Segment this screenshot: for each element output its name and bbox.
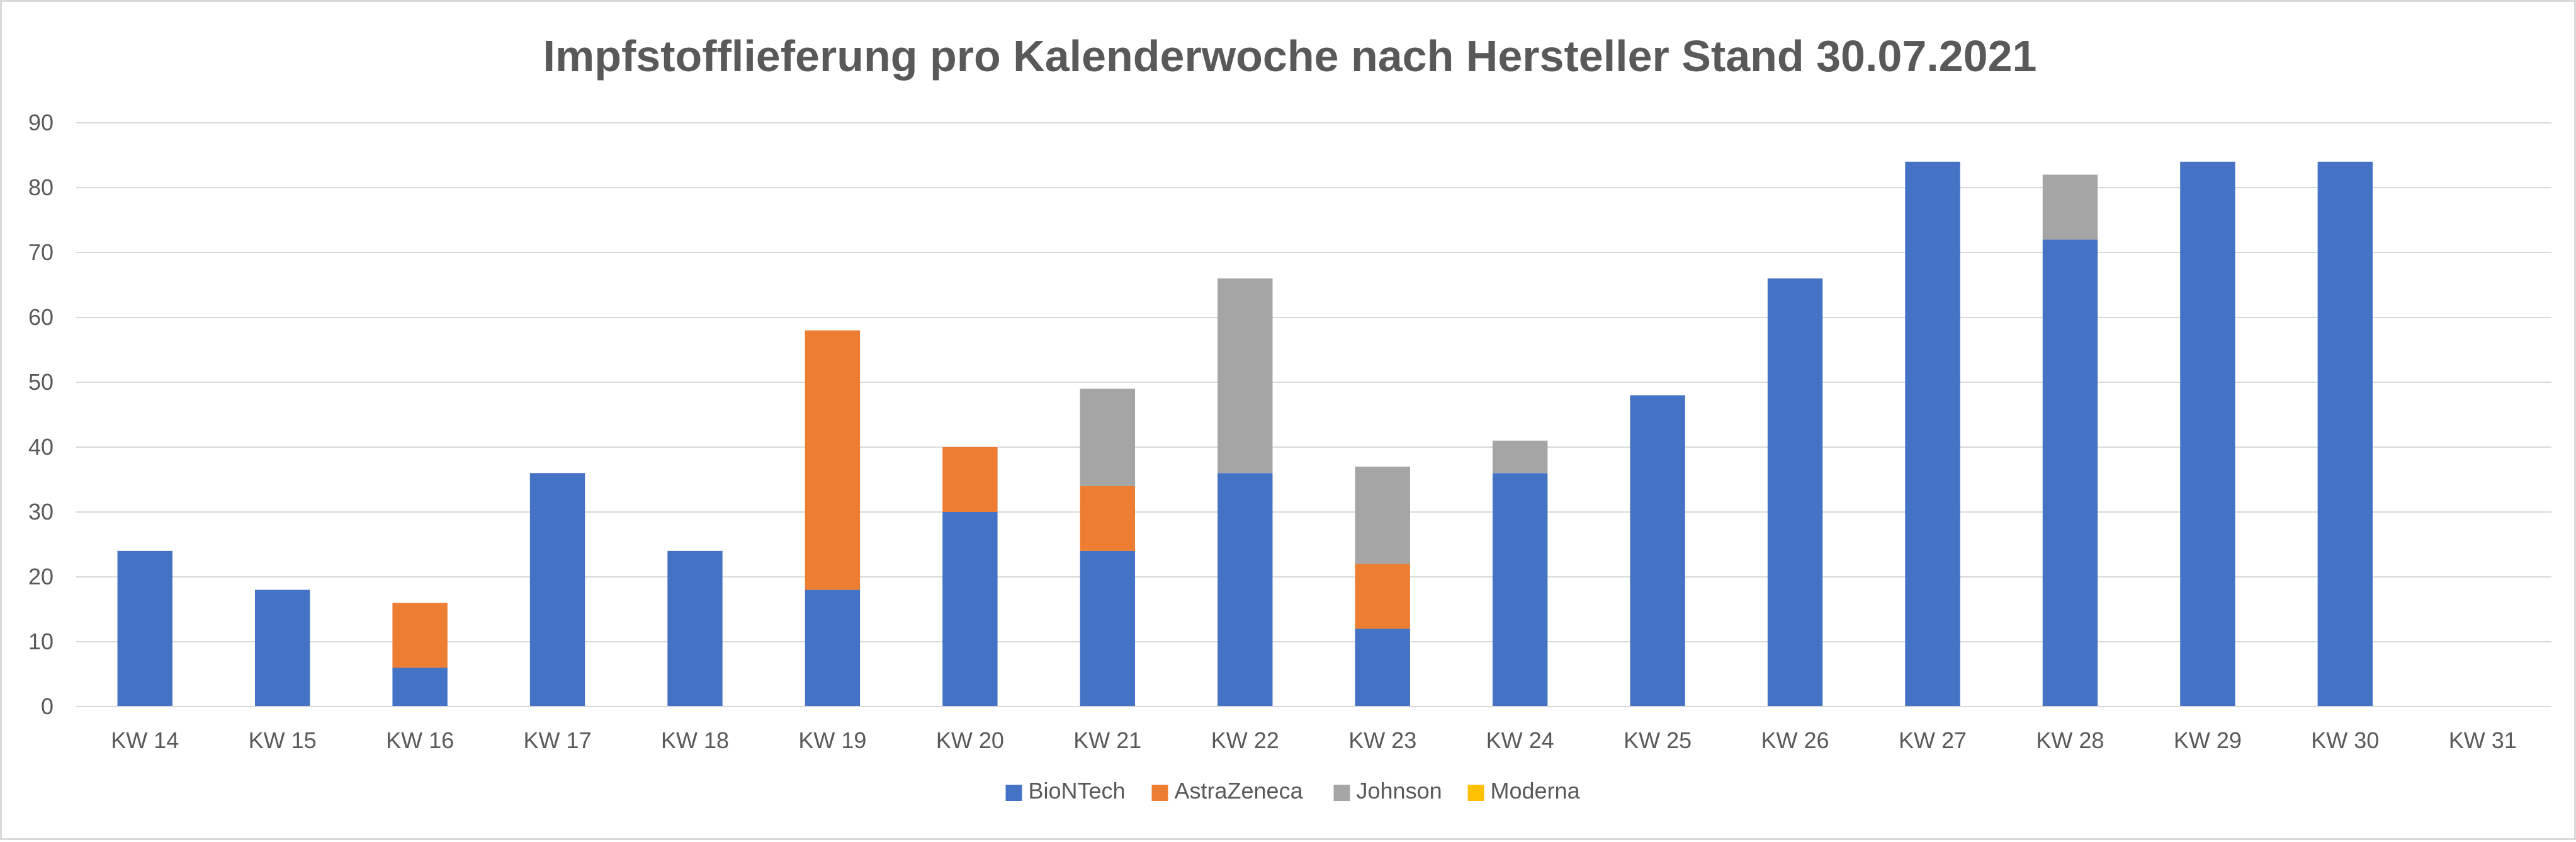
y-tick-label: 60 [28, 304, 54, 330]
bars [117, 161, 2373, 707]
x-tick-label: KW 29 [2174, 727, 2242, 753]
x-tick-label: KW 26 [1761, 727, 1829, 753]
x-tick-label: KW 28 [2036, 727, 2104, 753]
bar-segment [1080, 550, 1136, 707]
legend-swatch [1467, 785, 1484, 801]
x-tick-label: KW 22 [1211, 727, 1279, 753]
x-tick-label: KW 24 [1486, 727, 1554, 753]
bar-segment [805, 589, 861, 707]
x-tick-label: KW 15 [249, 727, 317, 753]
bar-segment [2180, 161, 2235, 707]
bar-segment [1217, 473, 1273, 707]
legend-label: Johnson [1357, 778, 1442, 804]
x-tick-label: KW 31 [2449, 727, 2517, 753]
x-tick-label: KW 16 [386, 727, 454, 753]
legend-label: AstraZeneca [1175, 778, 1304, 804]
x-tick-label: KW 20 [936, 727, 1004, 753]
y-tick-label: 20 [28, 564, 54, 589]
x-tick-label: KW 14 [111, 727, 179, 753]
x-tick-label: KW 23 [1348, 727, 1416, 753]
bar-segment [254, 589, 310, 707]
bar-segment [1355, 466, 1410, 564]
bar-segment [2317, 161, 2373, 707]
bar-segment [667, 550, 723, 707]
bar-segment [2042, 239, 2098, 707]
bar-segment [117, 550, 172, 707]
legend-label: BioNTech [1029, 778, 1126, 804]
legend-swatch [1005, 785, 1022, 801]
y-tick-label: 40 [28, 434, 54, 460]
chart-title: Impfstofflieferung pro Kalenderwoche nac… [543, 31, 2037, 81]
bar-segment [1080, 389, 1136, 486]
bar-segment [1080, 486, 1136, 551]
legend-swatch [1151, 785, 1168, 801]
x-axis-ticks: KW 14 KW 15 KW 16 KW 17 KW 18 KW 19 KW 20 KW 21… [111, 727, 2517, 753]
bar-segment [392, 603, 448, 668]
bar-segment [1630, 395, 1685, 707]
y-tick-label: 90 [28, 110, 54, 135]
bar-segment [392, 668, 448, 707]
x-tick-label: KW 21 [1073, 727, 1141, 753]
y-tick-label: 10 [28, 629, 54, 654]
bar-segment [1492, 473, 1548, 707]
x-tick-label: KW 18 [661, 727, 729, 753]
y-tick-label: 70 [28, 239, 54, 265]
y-tick-label: 0 [41, 693, 54, 719]
x-tick-label: KW 25 [1624, 727, 1692, 753]
bar-segment [1767, 278, 1823, 707]
bar-segment [805, 330, 861, 590]
x-tick-label: KW 17 [524, 727, 592, 753]
y-tick-label: 80 [28, 174, 54, 200]
legend-swatch [1333, 785, 1350, 801]
y-axis-ticks: 0 10 20 30 40 50 60 70 80 90 [28, 110, 54, 719]
bar-segment [942, 512, 998, 707]
bar-segment [2042, 174, 2098, 240]
bar-segment [529, 473, 585, 707]
y-tick-label: 30 [28, 499, 54, 525]
x-tick-label: KW 19 [798, 727, 866, 753]
bar-segment [1492, 440, 1548, 474]
x-tick-label: KW 30 [2311, 727, 2379, 753]
gridlines [76, 122, 2551, 642]
bar-segment [1217, 278, 1273, 474]
bar-segment [1355, 629, 1410, 707]
x-tick-label: KW 27 [1899, 727, 1967, 753]
bar-segment [942, 447, 998, 512]
bar-segment [1905, 161, 1960, 707]
legend-label: Moderna [1491, 778, 1581, 804]
y-tick-label: 50 [28, 369, 54, 395]
legend: BioNTech AstraZeneca Johnson Moderna [1005, 778, 1581, 804]
bar-segment [1355, 564, 1410, 629]
